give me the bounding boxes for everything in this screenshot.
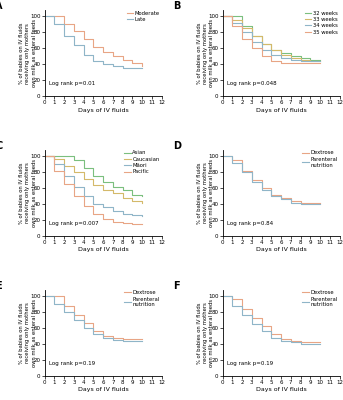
Y-axis label: % of babies on IV fluids
receiving only mothers
own milk as enteral feeds: % of babies on IV fluids receiving only … [19,299,37,367]
Text: D: D [173,141,181,151]
Y-axis label: % of babies on IV fluids
receiving only mothers
own milk as enteral feeds: % of babies on IV fluids receiving only … [197,19,214,87]
Text: Log rank p=0.048: Log rank p=0.048 [227,81,277,86]
Legend: Dextrose, Parenteral
nutrition: Dextrose, Parenteral nutrition [302,290,338,308]
Legend: 32 weeks, 33 weeks, 34 weeks, 35 weeks: 32 weeks, 33 weeks, 34 weeks, 35 weeks [304,10,338,35]
Text: F: F [173,281,180,291]
Text: Log rank p=0.19: Log rank p=0.19 [49,361,95,366]
Text: E: E [0,281,2,291]
Text: Log rank p=0.01: Log rank p=0.01 [49,81,95,86]
Legend: Asian, Caucasian, Māori, Pacific: Asian, Caucasian, Māori, Pacific [124,150,160,175]
Text: Log rank p=0.19: Log rank p=0.19 [227,361,273,366]
X-axis label: Days of IV fluids: Days of IV fluids [256,248,306,252]
X-axis label: Days of IV fluids: Days of IV fluids [256,387,306,392]
Y-axis label: % of babies on IV fluids
receiving only mothers
own milk as enteral feeds: % of babies on IV fluids receiving only … [197,159,214,227]
Text: B: B [173,1,181,11]
Text: Log rank p=0.007: Log rank p=0.007 [49,221,99,226]
Text: C: C [0,141,3,151]
Legend: Dextrose, Parenteral
nutrition: Dextrose, Parenteral nutrition [124,290,160,308]
X-axis label: Days of IV fluids: Days of IV fluids [78,387,129,392]
X-axis label: Days of IV fluids: Days of IV fluids [78,108,129,112]
Text: A: A [0,1,3,11]
X-axis label: Days of IV fluids: Days of IV fluids [256,108,306,112]
Y-axis label: % of babies on IV fluids
receiving only mothers
own milk as enteral feeds: % of babies on IV fluids receiving only … [19,159,37,227]
Legend: Moderate, Late: Moderate, Late [126,10,160,22]
X-axis label: Days of IV fluids: Days of IV fluids [78,248,129,252]
Text: Log rank p=0.84: Log rank p=0.84 [227,221,273,226]
Y-axis label: % of babies on IV fluids
receiving only mothers
own milk as enteral feeds: % of babies on IV fluids receiving only … [197,299,214,367]
Legend: Dextrose, Parenteral
nutrition: Dextrose, Parenteral nutrition [302,150,338,168]
Y-axis label: % of babies on IV fluids
receiving only mothers
own milk as enteral feeds: % of babies on IV fluids receiving only … [19,19,37,87]
